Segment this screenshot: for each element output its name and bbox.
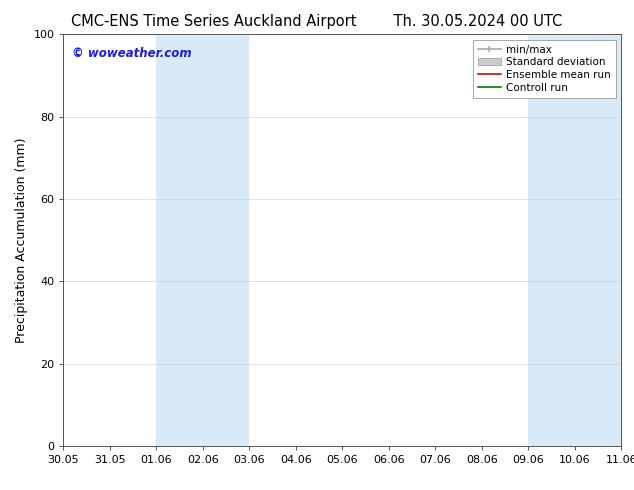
Legend: min/max, Standard deviation, Ensemble mean run, Controll run: min/max, Standard deviation, Ensemble me… xyxy=(473,40,616,98)
Bar xyxy=(157,34,249,446)
Text: © woweather.com: © woweather.com xyxy=(72,47,191,60)
Y-axis label: Precipitation Accumulation (mm): Precipitation Accumulation (mm) xyxy=(15,137,28,343)
Bar xyxy=(528,34,621,446)
Text: CMC-ENS Time Series Auckland Airport        Th. 30.05.2024 00 UTC: CMC-ENS Time Series Auckland Airport Th.… xyxy=(72,14,562,29)
